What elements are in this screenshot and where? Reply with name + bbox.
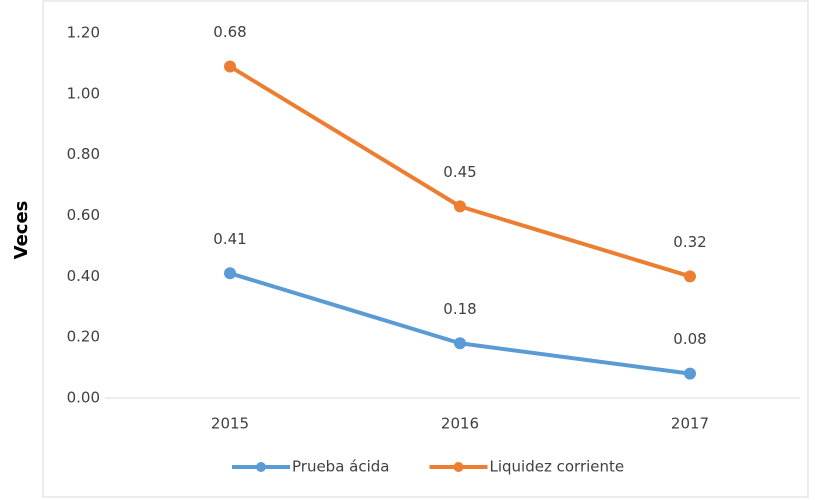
point-marker: [684, 367, 696, 380]
data-label: 0.41: [213, 230, 246, 248]
y-tick-label: 0.60: [67, 206, 100, 224]
legend-marker: [453, 462, 464, 472]
y-tick-label: 0.40: [67, 267, 100, 285]
x-tick-label: 2016: [441, 415, 479, 433]
point-marker: [684, 270, 696, 283]
y-tick-label: 0.00: [67, 389, 100, 407]
point-marker: [454, 200, 466, 213]
point-marker: [454, 337, 466, 350]
legend-label: Prueba ácida: [292, 458, 390, 476]
data-label: 0.08: [673, 330, 706, 348]
legend-marker: [256, 462, 266, 472]
x-tick-label: 2017: [671, 415, 709, 433]
point-marker: [224, 267, 236, 280]
point-marker: [224, 60, 236, 73]
y-axis-label: Veces: [11, 201, 32, 260]
data-label: 0.68: [213, 23, 246, 41]
y-tick-label: 1.20: [67, 24, 100, 42]
x-tick-label: 2015: [211, 415, 249, 433]
y-tick-label: 0.80: [67, 145, 100, 163]
y-tick-label: 0.20: [67, 328, 100, 346]
data-label: 0.32: [673, 233, 706, 251]
y-tick-label: 1.00: [67, 84, 100, 102]
legend-label: Liquidez corriente: [490, 458, 625, 476]
chart-border: [42, 0, 809, 498]
data-label: 0.18: [443, 300, 476, 318]
data-label: 0.45: [443, 163, 476, 181]
